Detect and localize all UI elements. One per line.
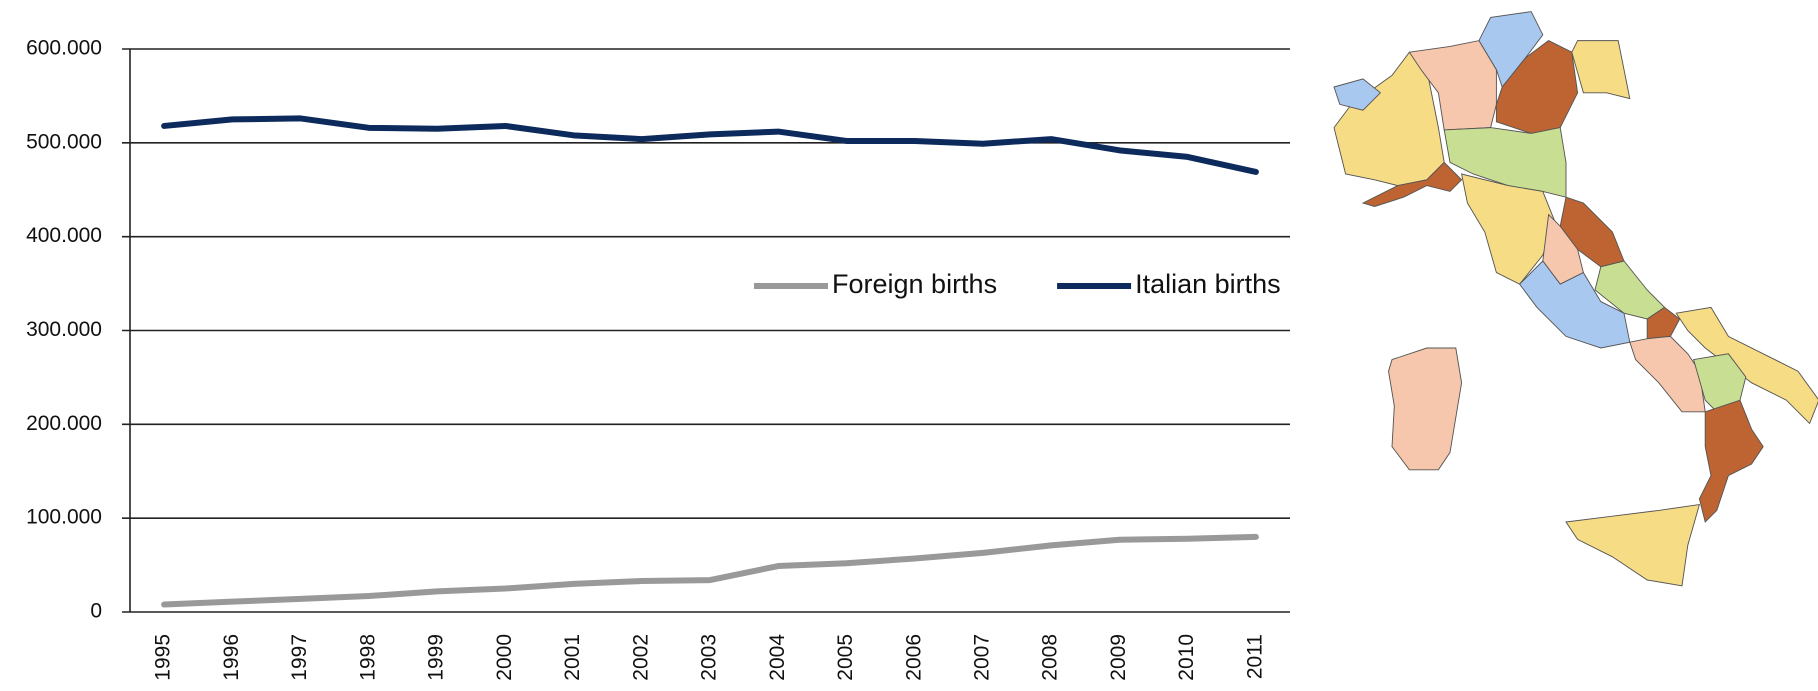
y-tick-label: 0 bbox=[90, 600, 102, 623]
x-tick-label: 2000 bbox=[493, 634, 516, 681]
series-line bbox=[161, 115, 1259, 175]
x-tick-label: 1995 bbox=[152, 634, 175, 681]
x-tick-label: 2010 bbox=[1175, 634, 1198, 681]
x-tick-label: 2001 bbox=[561, 634, 584, 681]
x-tick-label: 1999 bbox=[425, 634, 448, 681]
italy-map bbox=[1333, 11, 1818, 587]
x-tick-label: 2007 bbox=[970, 634, 993, 681]
x-tick-label: 1996 bbox=[220, 634, 243, 681]
x-tick-label: 2003 bbox=[698, 634, 721, 681]
y-tick-label: 100.000 bbox=[26, 506, 102, 529]
x-tick-label: 2005 bbox=[834, 634, 857, 681]
x-tick-label: 2006 bbox=[902, 634, 925, 681]
x-tick-label: 1997 bbox=[288, 634, 311, 681]
legend-label: Foreign births bbox=[832, 269, 997, 299]
y-tick-label: 400.000 bbox=[26, 224, 102, 247]
x-tick-label: 2002 bbox=[629, 634, 652, 681]
y-tick-label: 200.000 bbox=[26, 412, 102, 435]
y-tick-label: 300.000 bbox=[26, 318, 102, 341]
x-tick-label: 2008 bbox=[1039, 634, 1062, 681]
x-tick-label: 1998 bbox=[356, 634, 379, 681]
x-tick-label: 2004 bbox=[766, 634, 789, 681]
series-line bbox=[161, 533, 1259, 608]
y-tick-label: 600.000 bbox=[26, 37, 102, 60]
x-tick-label: 2011 bbox=[1243, 634, 1266, 679]
y-tick-label: 500.000 bbox=[26, 130, 102, 153]
legend-label: Italian births bbox=[1135, 269, 1281, 299]
x-tick-label: 2009 bbox=[1107, 634, 1130, 681]
